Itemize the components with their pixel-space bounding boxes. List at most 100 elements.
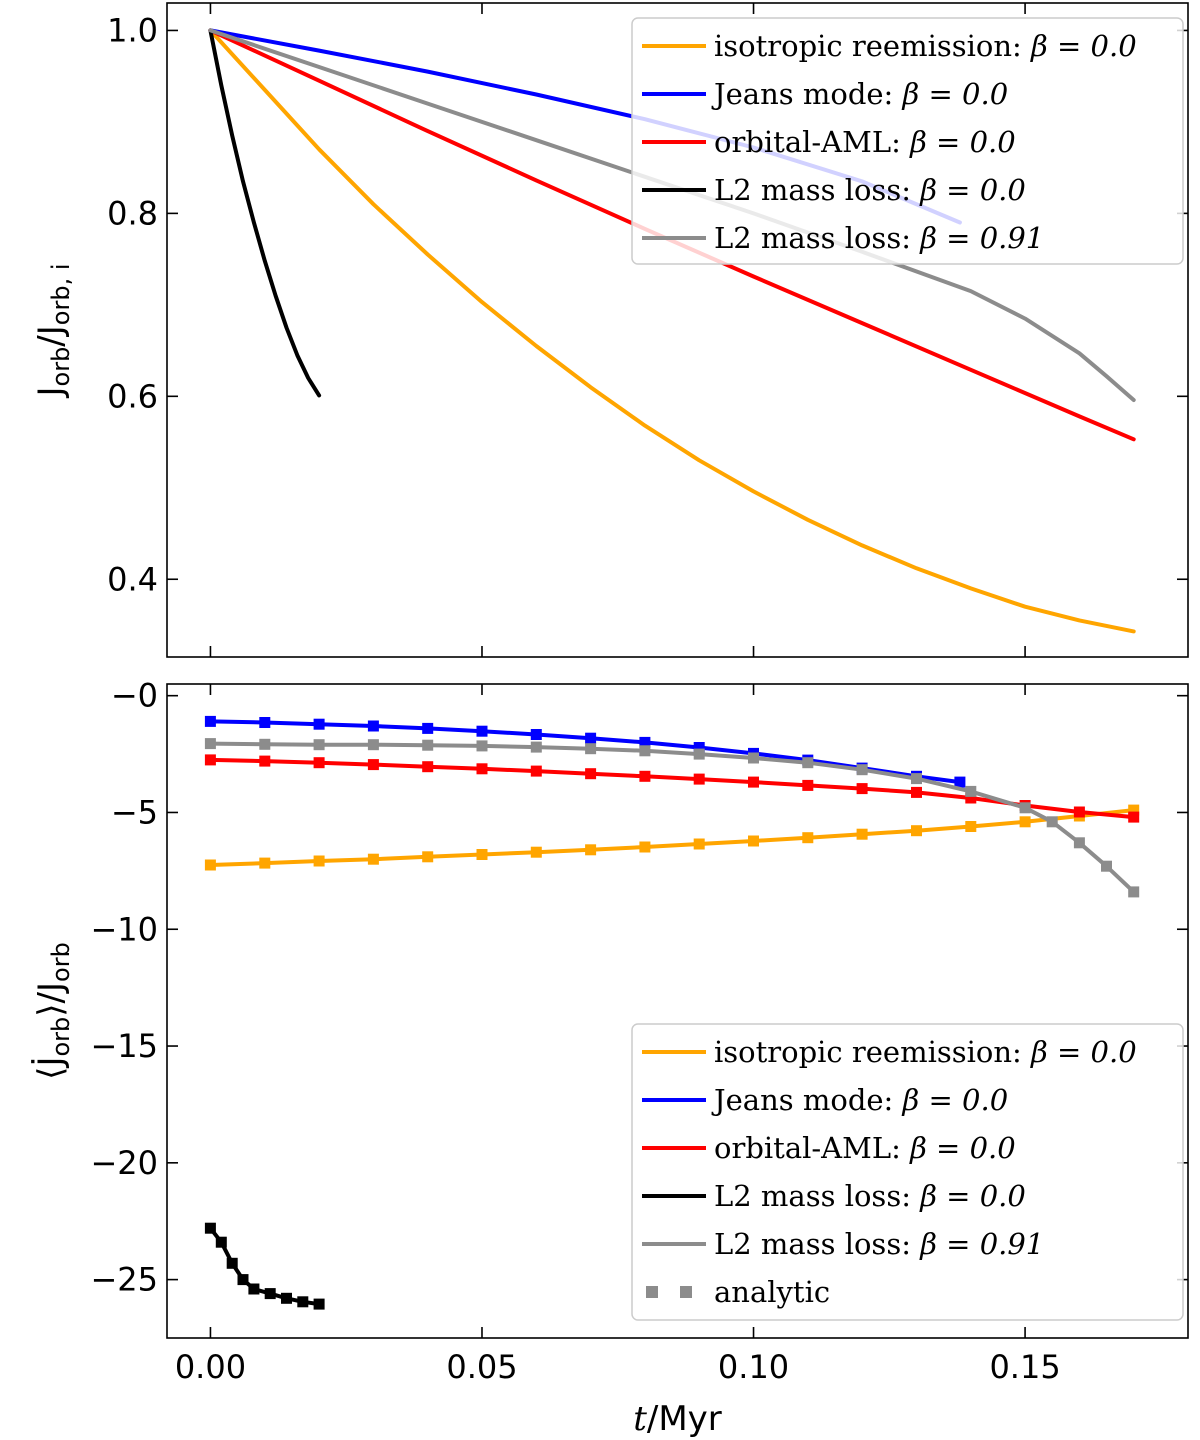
ylabel-sub2: orb [47, 942, 75, 982]
analytic-marker [476, 740, 488, 752]
legend-label: L2 mass loss: β = 0.91 [714, 1227, 1044, 1261]
analytic-marker [313, 855, 325, 867]
legend-label: L2 mass loss: β = 0.0 [714, 1179, 1026, 1213]
analytic-marker [1073, 806, 1085, 818]
series-line-2 [208, 757, 1136, 820]
panel-bottom: −25−20−15−10−5−00.00 0.05 0.10 0.15⟨J̇orb⟩/… [31, 677, 1189, 1439]
analytic-marker [639, 770, 651, 782]
analytic-marker [367, 759, 379, 771]
analytic-marker [748, 776, 759, 788]
x-tick-label: 0.00 [175, 1348, 246, 1386]
analytic-marker [422, 761, 434, 773]
series-line-3 [208, 28, 322, 398]
y-tick-label: −25 [90, 1261, 158, 1299]
legend-label-text: L2 mass loss: [714, 173, 920, 207]
legend-label-beta: β = 0.91 [919, 1227, 1044, 1261]
analytic-marker [530, 741, 542, 753]
series-line-0 [208, 808, 1136, 867]
ylabel-main: J̇ [31, 1057, 71, 1069]
analytic-marker [585, 743, 597, 755]
analytic-marker [259, 755, 271, 767]
ylabel-sub2: orb, i [47, 263, 75, 325]
ylabel-bracket: ⟨ [31, 1067, 71, 1080]
legend-analytic-marker [680, 1286, 692, 1298]
legend-label-beta: β = 0.0 [919, 173, 1026, 207]
analytic-marker [965, 785, 977, 797]
legend-label: L2 mass loss: β = 0.0 [714, 173, 1026, 207]
analytic-marker [693, 742, 705, 753]
legend-label: Jeans mode: β = 0.0 [711, 77, 1008, 111]
legend-label-text: orbital-AML: [714, 125, 910, 159]
analytic-marker [476, 763, 488, 775]
analytic-marker [1019, 802, 1031, 814]
analytic-marker [204, 859, 216, 871]
analytic-marker [204, 1222, 216, 1234]
analytic-marker [1128, 804, 1140, 816]
legend-label-text: Jeans mode: [711, 77, 903, 111]
analytic-marker [911, 773, 922, 785]
analytic-marker [226, 1257, 238, 1269]
legend-label-beta: β = 0.0 [909, 1131, 1016, 1165]
analytic-marker [204, 715, 216, 727]
y-tick-label: 0.8 [107, 194, 158, 232]
legend-label: L2 mass loss: β = 0.91 [714, 221, 1044, 255]
analytic-marker [1101, 860, 1112, 872]
legend-frame [631, 1023, 1184, 1321]
analytic-marker [693, 748, 705, 760]
legend-label-beta: β = 0.91 [919, 221, 1044, 255]
series-line-4 [208, 741, 1136, 894]
legend-label-beta: β = 0.0 [902, 1083, 1009, 1117]
analytic-marker [367, 739, 379, 751]
analytic-marker [259, 717, 271, 728]
y-tick-label: −15 [90, 1027, 158, 1065]
analytic-marker [1073, 837, 1085, 849]
analytic-marker [639, 841, 651, 853]
legend-label-text: L2 mass loss: [714, 1227, 920, 1261]
legend-label-text: isotropic reemission: [714, 1035, 1031, 1069]
plot-frame [166, 683, 1189, 1339]
analytic-marker [237, 1274, 249, 1286]
analytic-marker [965, 821, 977, 832]
analytic-marker [693, 773, 705, 785]
analytic-marker [530, 729, 542, 740]
ylabel-sub: orb [47, 1017, 75, 1057]
analytic-marker [264, 1288, 276, 1300]
analytic-marker [802, 779, 814, 791]
analytic-marker [1046, 816, 1058, 828]
analytic-marker [259, 857, 271, 869]
legend-analytic-marker [646, 1286, 658, 1298]
analytic-marker [297, 1296, 309, 1308]
analytic-marker [281, 1292, 292, 1304]
xlabel-var: t [633, 1399, 647, 1439]
xlabel-unit: /Myr [647, 1399, 722, 1439]
legend-label-text: orbital-AML: [714, 1131, 910, 1165]
analytic-marker [422, 722, 434, 734]
legend-label-text: L2 mass loss: [714, 1179, 920, 1213]
analytic-marker [911, 825, 922, 837]
analytic-marker [639, 745, 651, 757]
analytic-marker [248, 1283, 260, 1295]
ylabel-slash: ⟩/J [31, 982, 71, 1017]
analytic-marker [476, 849, 488, 860]
analytic-marker [856, 764, 868, 776]
legend: isotropic reemission: β = 0.0 Jeans mode:… [631, 17, 1184, 265]
y-axis-label: ⟨J̇orb⟩/Jorb [31, 942, 75, 1080]
ylabel-slash: /J [31, 325, 71, 346]
legend-label-text: isotropic reemission: [714, 29, 1031, 63]
analytic-marker [313, 718, 325, 730]
analytic-marker [748, 752, 759, 764]
plot-area [204, 715, 1140, 1310]
analytic-marker [1019, 816, 1031, 828]
ylabel-sub: orb [47, 347, 75, 387]
analytic-marker [802, 757, 814, 769]
analytic-marker [313, 739, 325, 751]
plot-frame [166, 2, 1189, 658]
legend-label: isotropic reemission: β = 0.0 [714, 29, 1137, 63]
y-tick-label: 1.0 [107, 11, 158, 49]
analytic-marker [215, 1236, 227, 1248]
y-axis-label: Jorb/Jorb, i [31, 263, 75, 398]
legend-label-beta: β = 0.0 [1030, 29, 1137, 63]
analytic-marker [422, 851, 434, 863]
